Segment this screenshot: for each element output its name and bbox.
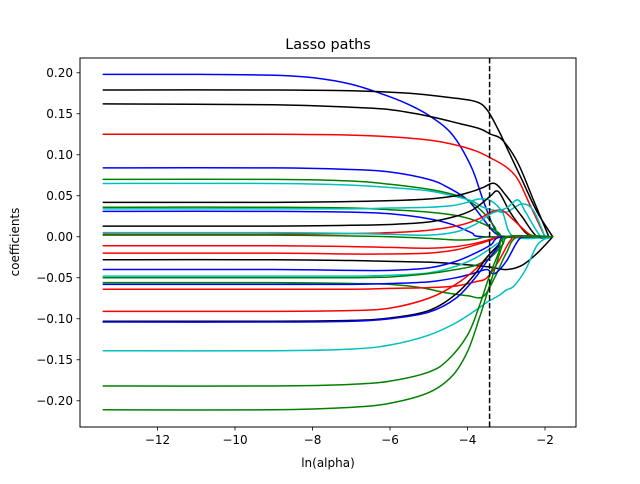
series-line-29 [102, 234, 554, 387]
series-line-11 [102, 198, 554, 240]
x-axis-ticks: −12 −10 −8 −6 −4 −2 [145, 427, 554, 447]
y-tick-label: −0.20 [36, 394, 73, 408]
series-line-17 [102, 235, 554, 255]
y-tick-label: 0.00 [46, 230, 73, 244]
y-tick-label: 0.10 [46, 148, 73, 162]
series-line-14 [102, 199, 554, 240]
series-line-28 [102, 236, 550, 352]
series-line-20 [102, 235, 554, 277]
series-line-8 [102, 182, 554, 240]
series-line-19 [102, 235, 554, 272]
x-tick-label: −12 [145, 433, 170, 447]
series-line-22 [102, 234, 554, 299]
series-line-24 [102, 235, 554, 291]
y-tick-label: 0.20 [46, 66, 73, 80]
series-line-15 [102, 234, 554, 241]
x-tick-label: −10 [222, 433, 247, 447]
x-tick-label: −4 [459, 433, 477, 447]
series-line-10 [102, 210, 554, 238]
series-line-3 [102, 103, 550, 238]
series-line-30 [102, 235, 554, 411]
x-tick-label: −6 [381, 433, 399, 447]
y-axis-ticks: 0.20 0.15 0.10 0.05 0.00 −0.05 −0.10 −0.15 −0.20 [36, 66, 80, 408]
y-axis-label: coefficients [8, 208, 22, 277]
x-axis-label: ln(alpha) [301, 456, 355, 470]
x-tick-label: −2 [536, 433, 554, 447]
y-tick-label: −0.10 [36, 312, 73, 326]
series-line-6 [102, 178, 554, 239]
series-layer [102, 73, 554, 411]
y-tick-label: 0.15 [46, 107, 73, 121]
y-tick-label: −0.05 [36, 271, 73, 285]
series-line-2 [102, 89, 554, 238]
plot-frame [79, 57, 577, 428]
chart-title: Lasso paths [285, 37, 370, 53]
x-tick-label: −8 [304, 433, 322, 447]
series-line-13 [102, 209, 554, 238]
series-line-9 [102, 206, 554, 238]
y-tick-label: 0.05 [46, 189, 73, 203]
y-tick-label: −0.15 [36, 353, 73, 367]
series-line-18 [102, 236, 554, 271]
series-line-4 [102, 133, 546, 238]
